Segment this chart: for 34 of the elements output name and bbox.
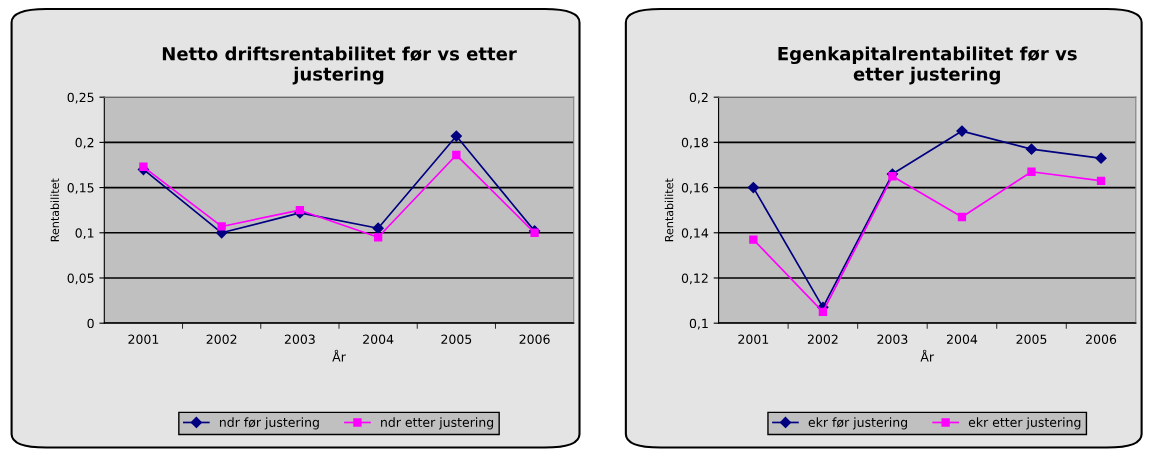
x-tick-label: 2004 (363, 334, 394, 344)
x-tick-label: 2005 (1016, 334, 1047, 344)
x-tick-label: 2001 (738, 334, 769, 344)
x-tick-label: 2002 (206, 334, 237, 344)
chart-title: Egenkapitalrentabilitet før vs etter justering (778, 46, 1077, 85)
y-axis-title: Rentabilitet (50, 178, 60, 242)
y-tick-label: 0,2 (689, 92, 708, 104)
x-tick-label: 2005 (441, 334, 472, 344)
x-axis-title: År (920, 349, 935, 362)
x-tick-label: 2003 (877, 334, 908, 344)
x-tick-label: 2001 (128, 334, 159, 344)
chart-title: Netto driftsrentabilitet før vs etter justering (162, 46, 517, 85)
y-tick-label: 0,25 (67, 92, 94, 104)
y-tick-label: 0,18 (681, 137, 708, 149)
y-tick-label: 0,15 (67, 183, 94, 194)
legend-label: ekr før justering (808, 417, 907, 430)
legend-label: ndr før justering (219, 417, 319, 430)
legend-label: ekr etter justering (968, 417, 1081, 430)
legend-label: ndr etter justering (381, 417, 494, 430)
y-tick-label: 0,14 (681, 228, 709, 239)
y-tick-label: 0,1 (75, 228, 94, 239)
x-axis-title: År (332, 349, 346, 362)
x-tick-label: 2003 (284, 334, 315, 344)
y-tick-label: 0,1 (689, 318, 708, 330)
x-tick-label: 2002 (807, 334, 838, 344)
y-tick-label: 0,2 (75, 137, 94, 149)
x-tick-label: 2006 (1086, 334, 1117, 344)
y-tick-label: 0,12 (681, 273, 708, 285)
x-tick-label: 2004 (946, 334, 978, 344)
y-tick-label: 0,05 (67, 273, 94, 285)
y-tick-label: 0 (87, 318, 94, 329)
y-tick-label: 0,16 (681, 183, 709, 194)
y-axis-title: Rentabilitet (664, 178, 674, 242)
x-tick-label: 2006 (519, 334, 550, 344)
